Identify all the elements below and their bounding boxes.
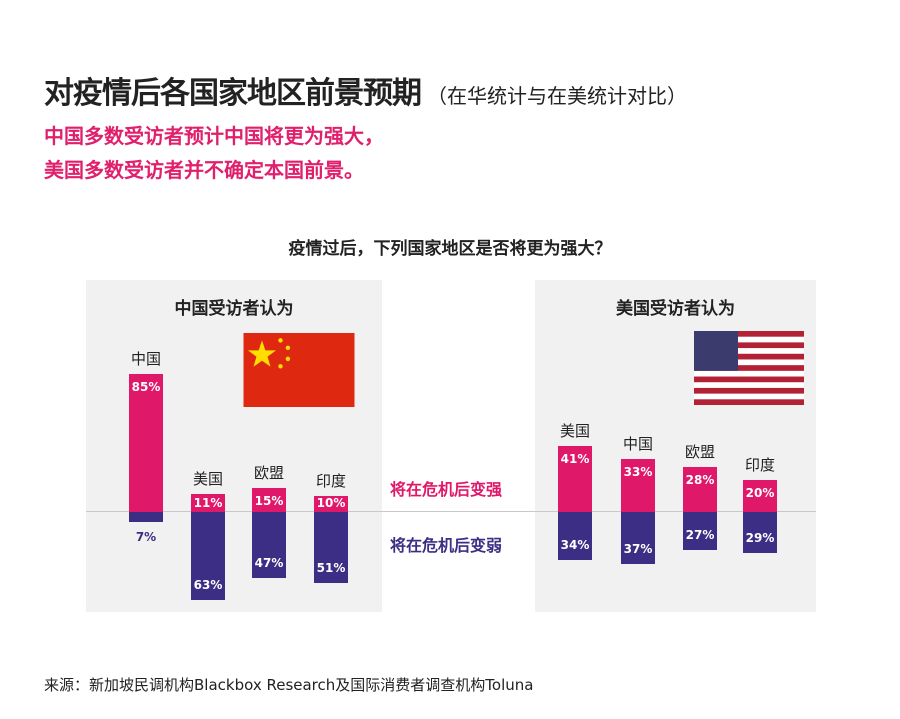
value-weaker: 27% xyxy=(685,527,715,542)
bar-stronger xyxy=(558,445,592,512)
title-note: （在华统计与在美统计对比） xyxy=(427,84,687,108)
category-label: 中国 xyxy=(130,350,162,369)
source-note: 来源：新加坡民调机构Blackbox Research及国际消费者调查机构Tol… xyxy=(44,676,534,694)
legend-stronger: 将在危机后变强 xyxy=(390,480,503,499)
us-flag-icon xyxy=(694,331,804,405)
category-label: 美国 xyxy=(192,470,224,489)
bar-weaker xyxy=(621,512,655,564)
value-weaker: 7% xyxy=(135,529,157,544)
bar-stronger xyxy=(683,466,717,512)
bar-stronger xyxy=(191,494,225,512)
value-stronger: 85% xyxy=(131,380,161,395)
value-stronger: 15% xyxy=(254,493,284,508)
category-label: 印度 xyxy=(744,455,776,474)
china-flag-icon xyxy=(243,333,355,407)
value-stronger: 11% xyxy=(193,496,223,510)
bar-weaker xyxy=(191,512,225,601)
value-stronger: 28% xyxy=(685,472,715,487)
page-title: 对疫情后各国家地区前景预期 （在华统计与在美统计对比） xyxy=(44,68,687,112)
value-stronger: 41% xyxy=(560,451,590,466)
subtitle-line-2: 美国多数受访者并不确定本国前景。 xyxy=(44,158,364,182)
bar-stronger xyxy=(252,487,286,512)
value-stronger: 20% xyxy=(745,485,775,500)
bar-stronger xyxy=(314,495,348,512)
bar-weaker xyxy=(743,512,777,553)
category-label: 欧盟 xyxy=(684,442,716,461)
category-label: 印度 xyxy=(315,471,347,490)
category-label: 美国 xyxy=(559,421,591,440)
value-stronger: 33% xyxy=(623,464,653,479)
subtitle-line-1: 中国多数受访者预计中国将更为强大， xyxy=(44,124,384,148)
bar-stronger xyxy=(743,479,777,512)
zero-baseline xyxy=(86,511,816,512)
value-stronger: 10% xyxy=(316,496,346,510)
value-weaker: 51% xyxy=(316,561,346,576)
category-label: 欧盟 xyxy=(253,463,285,482)
value-weaker: 29% xyxy=(745,530,775,545)
title-text: 对疫情后各国家地区前景预期 xyxy=(44,76,422,111)
chart-question: 疫情过后，下列国家地区是否将更为强大？ xyxy=(288,239,612,259)
bar-weaker xyxy=(252,512,286,578)
panel-title-china: 中国受访者认为 xyxy=(174,299,294,319)
bar-stronger xyxy=(129,374,163,512)
bar-weaker xyxy=(314,512,348,584)
panel-title-us: 美国受访者认为 xyxy=(616,299,735,319)
bar-weaker xyxy=(558,512,592,560)
value-weaker: 37% xyxy=(623,541,653,556)
value-weaker: 63% xyxy=(193,578,223,593)
category-label: 中国 xyxy=(622,434,654,453)
legend-weaker: 将在危机后变弱 xyxy=(390,536,503,555)
bar-stronger xyxy=(621,458,655,512)
value-weaker: 34% xyxy=(560,537,590,552)
bar-weaker xyxy=(683,512,717,550)
bar-weaker xyxy=(129,512,163,522)
value-weaker: 47% xyxy=(254,555,284,570)
